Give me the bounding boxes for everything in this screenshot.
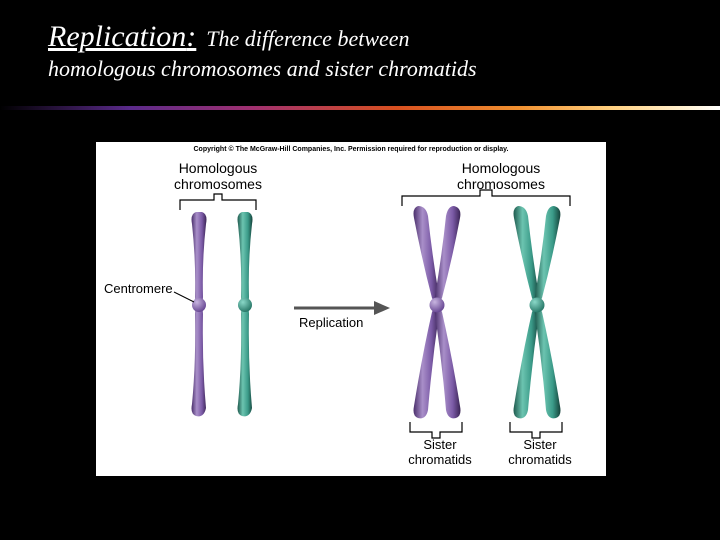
gradient-divider bbox=[0, 106, 720, 110]
title-sub-line1: The difference between bbox=[206, 26, 409, 51]
title-block: Replication: The difference between homo… bbox=[48, 20, 668, 82]
bracket-bottom-1 bbox=[410, 422, 462, 438]
bracket-bottom-2 bbox=[510, 422, 562, 438]
title-main: Replication bbox=[48, 20, 186, 53]
title-colon: : bbox=[186, 20, 196, 53]
chromosome-diagram-svg bbox=[96, 142, 606, 476]
chromosome-left-purple bbox=[192, 212, 207, 416]
centromere-left-teal bbox=[238, 298, 252, 312]
diagram-panel: Copyright © The McGraw-Hill Companies, I… bbox=[96, 142, 606, 476]
centromere-pointer bbox=[174, 292, 194, 302]
bracket-top-left bbox=[180, 194, 256, 210]
replication-arrow-head bbox=[374, 301, 390, 315]
chromosome-right-purple bbox=[414, 206, 461, 418]
chromosome-left-teal bbox=[238, 212, 253, 416]
centromere-left-purple bbox=[192, 298, 206, 312]
bracket-top-right bbox=[402, 190, 570, 206]
chromosome-right-teal bbox=[514, 206, 561, 418]
title-sub-line2: homologous chromosomes and sister chroma… bbox=[48, 56, 668, 82]
